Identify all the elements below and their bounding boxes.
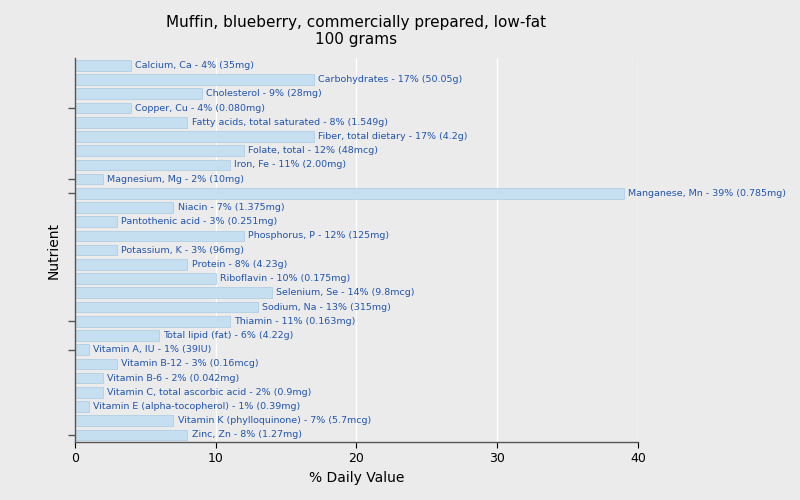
Y-axis label: Nutrient: Nutrient	[47, 222, 61, 278]
Text: Vitamin K (phylloquinone) - 7% (5.7mcg): Vitamin K (phylloquinone) - 7% (5.7mcg)	[178, 416, 371, 425]
Bar	[75, 358, 117, 369]
Bar	[75, 60, 131, 70]
Bar	[75, 330, 159, 341]
Text: Selenium, Se - 14% (9.8mcg): Selenium, Se - 14% (9.8mcg)	[276, 288, 414, 298]
Text: Manganese, Mn - 39% (0.785mg): Manganese, Mn - 39% (0.785mg)	[628, 189, 786, 198]
Bar	[75, 245, 117, 256]
Text: Folate, total - 12% (48mcg): Folate, total - 12% (48mcg)	[248, 146, 378, 155]
Text: Riboflavin - 10% (0.175mg): Riboflavin - 10% (0.175mg)	[220, 274, 350, 283]
Text: Iron, Fe - 11% (2.00mg): Iron, Fe - 11% (2.00mg)	[234, 160, 346, 170]
Text: Fiber, total dietary - 17% (4.2g): Fiber, total dietary - 17% (4.2g)	[318, 132, 468, 141]
Bar	[75, 416, 174, 426]
Bar	[75, 387, 103, 398]
Text: Zinc, Zn - 8% (1.27mg): Zinc, Zn - 8% (1.27mg)	[192, 430, 302, 440]
Bar	[75, 160, 230, 170]
Text: Carbohydrates - 17% (50.05g): Carbohydrates - 17% (50.05g)	[318, 75, 462, 84]
Bar	[75, 174, 103, 184]
Bar	[75, 302, 258, 312]
Text: Pantothenic acid - 3% (0.251mg): Pantothenic acid - 3% (0.251mg)	[122, 217, 278, 226]
Text: Calcium, Ca - 4% (35mg): Calcium, Ca - 4% (35mg)	[135, 61, 254, 70]
Bar	[75, 372, 103, 384]
Text: Vitamin E (alpha-tocopherol) - 1% (0.39mg): Vitamin E (alpha-tocopherol) - 1% (0.39m…	[93, 402, 301, 411]
Bar	[75, 430, 187, 440]
Text: Vitamin C, total ascorbic acid - 2% (0.9mg): Vitamin C, total ascorbic acid - 2% (0.9…	[107, 388, 312, 397]
Bar	[75, 102, 131, 114]
Title: Muffin, blueberry, commercially prepared, low-fat
100 grams: Muffin, blueberry, commercially prepared…	[166, 15, 546, 48]
Text: Copper, Cu - 4% (0.080mg): Copper, Cu - 4% (0.080mg)	[135, 104, 266, 112]
Bar	[75, 216, 117, 227]
Bar	[75, 202, 174, 213]
Text: Niacin - 7% (1.375mg): Niacin - 7% (1.375mg)	[178, 203, 284, 212]
Bar	[75, 188, 624, 198]
Bar	[75, 117, 187, 128]
Bar	[75, 344, 89, 355]
Text: Sodium, Na - 13% (315mg): Sodium, Na - 13% (315mg)	[262, 302, 391, 312]
Text: Protein - 8% (4.23g): Protein - 8% (4.23g)	[192, 260, 287, 269]
Text: Fatty acids, total saturated - 8% (1.549g): Fatty acids, total saturated - 8% (1.549…	[192, 118, 388, 126]
Bar	[75, 401, 89, 412]
Bar	[75, 259, 187, 270]
Text: Total lipid (fat) - 6% (4.22g): Total lipid (fat) - 6% (4.22g)	[163, 331, 294, 340]
Bar	[75, 288, 272, 298]
Text: Phosphorus, P - 12% (125mg): Phosphorus, P - 12% (125mg)	[248, 232, 389, 240]
Bar	[75, 146, 244, 156]
Bar	[75, 316, 230, 326]
Text: Magnesium, Mg - 2% (10mg): Magnesium, Mg - 2% (10mg)	[107, 174, 244, 184]
Text: Vitamin B-6 - 2% (0.042mg): Vitamin B-6 - 2% (0.042mg)	[107, 374, 239, 382]
Text: Thiamin - 11% (0.163mg): Thiamin - 11% (0.163mg)	[234, 316, 355, 326]
Text: Cholesterol - 9% (28mg): Cholesterol - 9% (28mg)	[206, 90, 322, 98]
Bar	[75, 131, 314, 142]
Bar	[75, 274, 216, 284]
Bar	[75, 230, 244, 241]
Bar	[75, 74, 314, 85]
Text: Vitamin A, IU - 1% (39IU): Vitamin A, IU - 1% (39IU)	[93, 345, 211, 354]
Bar	[75, 88, 202, 99]
Text: Potassium, K - 3% (96mg): Potassium, K - 3% (96mg)	[122, 246, 244, 254]
Text: Vitamin B-12 - 3% (0.16mcg): Vitamin B-12 - 3% (0.16mcg)	[122, 360, 259, 368]
X-axis label: % Daily Value: % Daily Value	[309, 471, 404, 485]
